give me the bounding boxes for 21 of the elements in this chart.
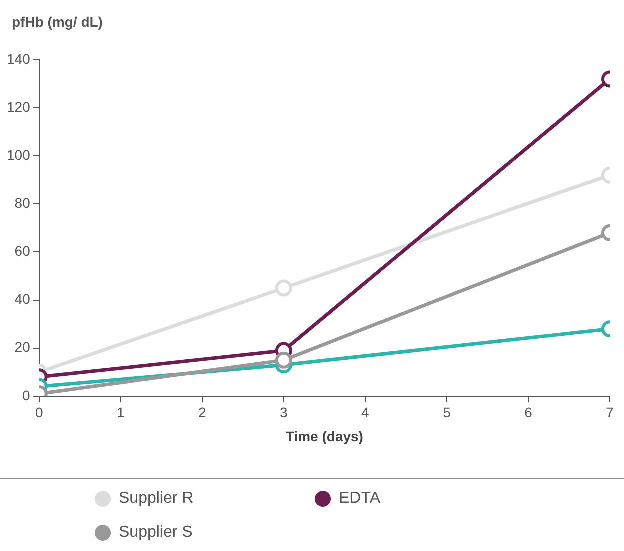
x-tick-label: 0 [35, 404, 44, 421]
x-tick-label: 3 [280, 404, 288, 421]
y-tick-label: 60 [14, 243, 31, 260]
y-tick-label: 20 [14, 339, 31, 356]
y-tick-label: 40 [14, 291, 31, 308]
x-axis-title: Time (days) [286, 428, 364, 444]
legend-label: Supplier R [119, 490, 194, 508]
legend-label: EDTA [339, 490, 380, 508]
y-tick-label: 100 [7, 146, 31, 163]
y-tick-label: 0 [22, 387, 31, 404]
x-tick-label: 5 [443, 404, 452, 421]
y-tick-label: 140 [7, 50, 31, 67]
y-tick-label: 80 [14, 195, 31, 212]
y-axis-title: pfHb (mg/ dL) [12, 14, 103, 30]
x-tick-label: 2 [198, 404, 206, 421]
x-tick-label: 4 [362, 404, 370, 421]
x-tick-label: 7 [606, 404, 614, 421]
legend-label: Supplier S [119, 524, 193, 542]
y-tick-label: 120 [7, 98, 31, 115]
x-tick-label: 1 [116, 404, 125, 421]
x-tick-label: 6 [524, 404, 533, 421]
